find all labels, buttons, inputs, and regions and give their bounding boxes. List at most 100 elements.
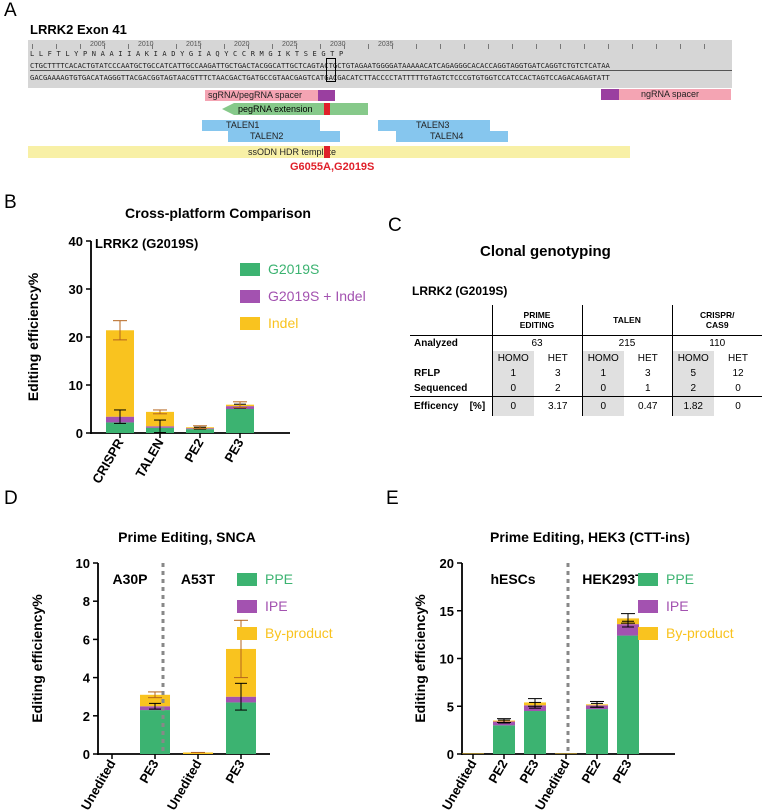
y-tick-label: 40 xyxy=(69,234,83,249)
legend-label: IPE xyxy=(666,598,689,614)
row-label-efficiency: Efficency [%] xyxy=(410,396,492,416)
y-tick-label: 0 xyxy=(83,747,90,762)
ruler-tick-mark xyxy=(32,44,33,49)
talen4-bar: TALEN4 xyxy=(396,131,508,142)
chart-d: Prime Editing, SNCA 0 2 4 6 8 10 Editing effici… xyxy=(29,529,333,810)
y-tick-label: 10 xyxy=(69,378,83,393)
ruler-tick-mark xyxy=(464,44,465,49)
analyzed-prime: 63 xyxy=(491,335,582,351)
ngrna-label: ngRNA spacer xyxy=(641,89,700,99)
strand-divider xyxy=(30,70,732,71)
group-label: hESCs xyxy=(490,571,535,587)
dna-bottom-strand: GACGAAAAGTGTGACATAGGGTTACGACGGTAGTAACGTT… xyxy=(30,73,610,82)
x-tick-label: PE3 xyxy=(609,757,634,786)
ruler-tick-mark xyxy=(392,44,393,49)
talen1-bar: TALEN1 xyxy=(202,120,320,131)
ruler-tick-mark xyxy=(416,44,417,49)
ssodn-label: ssODN HDR template xyxy=(248,147,337,157)
group-talen: TALEN xyxy=(581,305,672,335)
sequenced-cell: 2 xyxy=(671,380,714,396)
row-label-analyzed: Analyzed xyxy=(414,337,458,349)
ssodn-edit-mark xyxy=(324,146,330,158)
bar-segment-by-product xyxy=(462,753,484,755)
efficiency-cell: 3.17 xyxy=(548,400,568,412)
subhead-homo: HOMO xyxy=(581,350,624,366)
panel-a-title: LRRK2 Exon 41 xyxy=(30,22,127,37)
efficiency-label: Efficency xyxy=(414,400,459,412)
sgrna-pam xyxy=(318,90,335,101)
rflp-cell: 1 xyxy=(491,365,534,381)
subhead-het: HET xyxy=(637,352,658,364)
x-tick-label: PE2 xyxy=(485,757,510,786)
ruler-tick-mark xyxy=(680,44,681,49)
row-label-rflp: RFLP xyxy=(414,367,441,379)
ruler-tick-label: 2035 xyxy=(378,41,394,48)
talen2-label: TALEN2 xyxy=(250,131,284,141)
x-tick-label: PE3 xyxy=(221,436,246,465)
x-tick-label: PE3 xyxy=(516,757,541,786)
ruler-tick-mark xyxy=(320,44,321,49)
analyzed-crispr: 110 xyxy=(671,335,762,351)
x-tick-label: TALEN xyxy=(132,436,166,480)
subhead-homo: HOMO xyxy=(671,350,714,366)
target-codon-box xyxy=(326,58,336,82)
efficiency-unit: [%] xyxy=(469,400,486,412)
ruler-tick-mark xyxy=(80,44,81,49)
rflp-cell: 3 xyxy=(554,367,561,379)
bar-segment-g2019s xyxy=(106,422,134,433)
sgrna-label: sgRNA/pegRNA spacer xyxy=(208,90,303,100)
genotype-table-wrap: PRIME EDITING TALEN CRISPR/ CAS9 Analyze… xyxy=(410,305,762,416)
efficiency-cell: 0.47 xyxy=(638,400,658,412)
panel-a-letter: A xyxy=(4,0,17,21)
bar-segment-indel xyxy=(146,411,174,427)
y-tick-label: 2 xyxy=(83,709,90,724)
rflp-cell: 12 xyxy=(732,367,744,379)
ruler-tick-mark xyxy=(536,44,537,49)
legend-swatch xyxy=(638,600,658,613)
subhead-het: HET xyxy=(547,352,568,364)
bar-segment-by-product xyxy=(183,752,213,754)
bar-segment-ppe xyxy=(524,711,546,754)
panel-c-subtitle: LRRK2 (G2019S) xyxy=(412,284,508,298)
x-tick-label: Unedited xyxy=(78,757,119,810)
bar-segment-ppe xyxy=(617,635,639,754)
efficiency-cell: 0 xyxy=(491,396,534,416)
ruler-tick-mark xyxy=(488,44,489,49)
y-axis-label: Editing efficiency% xyxy=(29,594,45,723)
ruler-tick-mark xyxy=(152,44,153,49)
sequence-box xyxy=(28,40,732,88)
rflp-cell: 3 xyxy=(644,367,651,379)
ruler-tick-mark xyxy=(608,44,609,49)
y-tick-label: 30 xyxy=(69,282,83,297)
legend-label: By-product xyxy=(265,625,333,641)
sequenced-cell: 0 xyxy=(735,382,741,394)
y-tick-label: 15 xyxy=(440,604,454,619)
group-crispr: CRISPR/ CAS9 xyxy=(671,305,762,335)
group-label: A53T xyxy=(181,571,216,587)
legend-swatch xyxy=(638,627,658,640)
sgrna-spacer-bar: sgRNA/pegRNA spacer xyxy=(205,90,335,101)
ruler-tick-mark xyxy=(584,44,585,49)
group-label: A30P xyxy=(112,571,147,587)
genotype-table: PRIME EDITING TALEN CRISPR/ CAS9 Analyze… xyxy=(410,305,762,416)
talen2-bar: TALEN2 xyxy=(228,131,340,142)
panel-c-title: Clonal genotyping xyxy=(480,243,611,260)
x-tick-label: PE3 xyxy=(136,757,161,786)
ruler-tick-mark xyxy=(272,44,273,49)
position-ruler: 2005 2010 2015 2020 2025 2030 2035 xyxy=(28,41,732,53)
sequenced-cell: 0 xyxy=(581,380,624,396)
legend-swatch xyxy=(638,573,658,586)
bar-segment-ppe xyxy=(226,702,256,754)
ruler-tick-label: 2030 xyxy=(330,41,346,48)
ruler-tick-label: 2005 xyxy=(90,41,106,48)
ruler-tick-mark xyxy=(56,44,57,49)
legend-label: Indel xyxy=(268,315,298,331)
subhead-het: HET xyxy=(728,352,748,364)
legend-swatch xyxy=(240,263,260,276)
efficiency-cell: 0 xyxy=(581,396,624,416)
pegrna-extension-arrow xyxy=(222,103,368,115)
legend-label: By-product xyxy=(666,625,734,641)
bar-segment-ppe xyxy=(586,709,608,754)
y-tick-label: 10 xyxy=(76,556,90,571)
ruler-tick-mark xyxy=(248,44,249,49)
